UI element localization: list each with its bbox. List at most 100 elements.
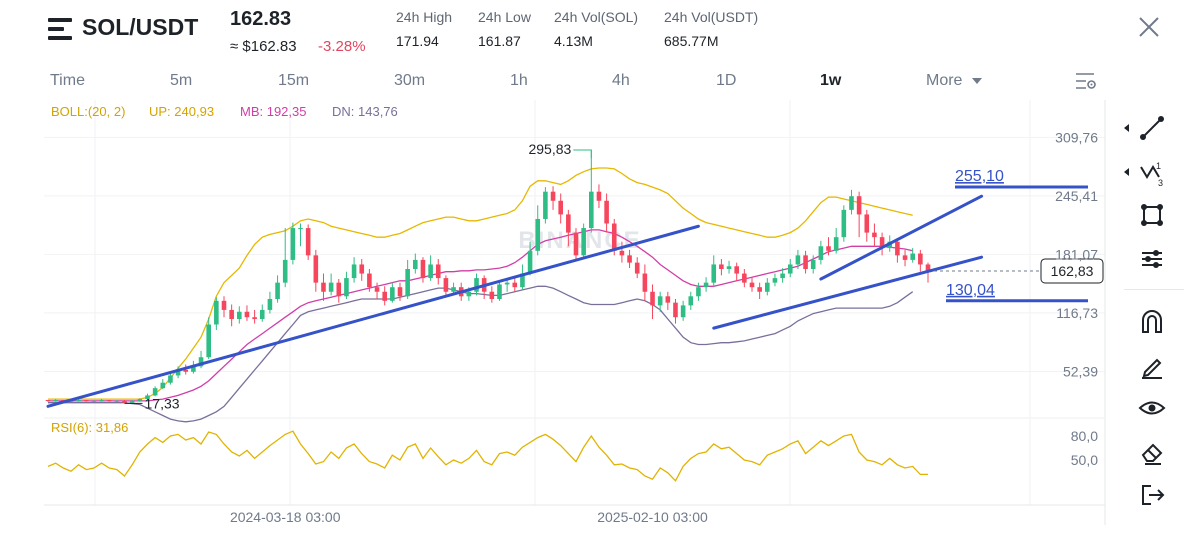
y-tick-label: 245,41 <box>1055 188 1098 204</box>
candle <box>129 400 135 403</box>
candle <box>405 269 410 297</box>
tab-15m[interactable]: 15m <box>278 72 310 89</box>
chart-grid <box>44 100 1106 525</box>
expand-triangle-icon[interactable] <box>1124 124 1129 132</box>
candle <box>76 399 81 401</box>
bollinger-bands <box>48 167 914 423</box>
tab-5m[interactable]: 5m <box>170 72 193 89</box>
candle <box>305 228 311 256</box>
stat-label-24h-low: 24h Low <box>478 9 531 25</box>
boll-upper-band <box>48 167 913 400</box>
tab-1h[interactable]: 1h <box>510 72 528 89</box>
caret-down-icon[interactable] <box>972 78 982 84</box>
candle <box>229 309 234 320</box>
high-marker-line <box>573 149 592 158</box>
pair-title[interactable]: SOL/USDT <box>82 14 199 40</box>
candle <box>841 209 847 238</box>
expand-triangle-icon[interactable] <box>1124 168 1129 176</box>
candle <box>895 241 900 256</box>
candle <box>711 264 717 283</box>
tab-time[interactable]: Time <box>50 72 85 89</box>
candle <box>818 246 824 260</box>
candle <box>275 282 280 300</box>
tab-4h[interactable]: 4h <box>612 72 630 89</box>
boll-legend-mb: MB: 192,35 <box>240 104 307 119</box>
boll-legend-dn: DN: 143,76 <box>332 104 398 119</box>
candle <box>420 259 426 279</box>
candle <box>83 399 89 401</box>
stat-label-24h-vol-sol: 24h Vol(SOL) <box>554 9 639 25</box>
candle <box>864 214 870 233</box>
menu-icon[interactable] <box>48 18 72 40</box>
magnet-icon[interactable] <box>1137 306 1167 336</box>
candle <box>589 191 594 229</box>
indicator-tool-icon[interactable] <box>1137 244 1167 274</box>
x-tick-label: 2025-02-10 03:00 <box>597 509 708 525</box>
pencil-icon[interactable] <box>1137 350 1167 380</box>
candle <box>596 191 602 201</box>
price-usd: ≈ $162.83 <box>230 38 297 55</box>
candle <box>650 291 655 306</box>
stat-label-24h-high: 24h High <box>396 9 453 25</box>
candle <box>435 264 441 279</box>
close-icon[interactable] <box>1138 16 1160 38</box>
candle <box>413 259 418 269</box>
candle <box>367 273 372 288</box>
candle <box>321 282 326 292</box>
candle <box>696 287 701 297</box>
candle <box>849 196 854 210</box>
tab-30m[interactable]: 30m <box>394 72 426 89</box>
y-tick-label: 309,76 <box>1055 129 1098 145</box>
boll-legend-title: BOLL:(20, 2) <box>51 104 125 119</box>
candle <box>550 191 556 201</box>
chart-settings-icon[interactable] <box>1074 71 1098 91</box>
candle <box>772 278 778 283</box>
candle <box>122 400 127 403</box>
candle <box>611 223 617 251</box>
candle <box>872 232 877 238</box>
line-tool-icon[interactable] <box>1137 113 1167 143</box>
exit-icon[interactable] <box>1137 480 1167 510</box>
candle <box>734 266 739 274</box>
candle <box>137 399 143 401</box>
candle <box>642 273 648 292</box>
candle <box>267 299 273 310</box>
current-price-box <box>1040 258 1104 284</box>
candle <box>183 369 189 372</box>
candle <box>252 317 257 320</box>
candle <box>237 311 242 320</box>
candle <box>466 291 472 297</box>
candle <box>604 200 609 224</box>
candle <box>527 250 533 274</box>
candle <box>451 287 456 292</box>
candlestick-series <box>45 149 931 404</box>
candle <box>673 302 678 318</box>
candle <box>566 214 571 233</box>
eye-icon[interactable] <box>1137 393 1167 423</box>
candle <box>351 264 357 279</box>
candle <box>99 399 104 401</box>
candle <box>474 278 479 292</box>
candle <box>344 278 349 297</box>
trendline-channel-top <box>819 194 984 281</box>
candle <box>61 399 66 401</box>
y-tick-label: 181,07 <box>1055 246 1098 262</box>
tab-1w[interactable]: 1w <box>820 72 842 89</box>
candle <box>489 291 495 300</box>
y-tick-label: 52,39 <box>1063 363 1098 379</box>
candle <box>657 296 663 306</box>
tab-1d[interactable]: 1D <box>716 72 737 89</box>
rsi-panel: 80,0 50,0 <box>47 428 1098 482</box>
shape-tool-icon[interactable] <box>1137 200 1167 230</box>
high-marker-label: 295,83 <box>528 141 571 157</box>
candle <box>382 291 387 301</box>
trendline-channel-bottom <box>712 255 984 330</box>
tab-more[interactable]: More <box>926 72 963 89</box>
candle <box>543 191 548 219</box>
stat-value-24h-high: 171.94 <box>396 33 439 49</box>
eraser-icon[interactable] <box>1137 437 1167 467</box>
candle <box>504 282 510 285</box>
candle <box>290 228 296 260</box>
